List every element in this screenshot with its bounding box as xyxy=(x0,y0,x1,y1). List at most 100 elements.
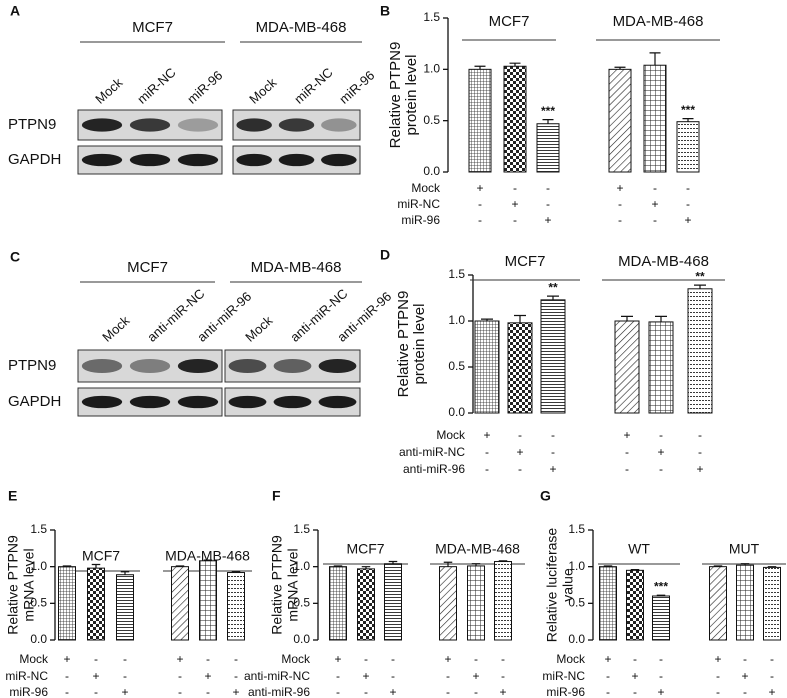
blot-band xyxy=(129,358,171,374)
error-bar xyxy=(333,565,343,567)
panel-letter: D xyxy=(380,247,390,263)
condition-label: miR-96 xyxy=(9,685,48,698)
panel-letter: A xyxy=(10,3,20,19)
condition-mark: + xyxy=(651,197,658,211)
group-label: WT xyxy=(628,541,650,557)
group-label: MCF7 xyxy=(127,259,168,276)
condition-label: Mock xyxy=(556,652,586,666)
error-bar xyxy=(547,295,559,300)
condition-mark: - xyxy=(686,181,690,195)
error-bar xyxy=(481,318,493,321)
condition-mark: - xyxy=(546,181,550,195)
error-bar xyxy=(767,566,777,568)
condition-mark: - xyxy=(94,685,98,698)
error-bar xyxy=(509,62,521,67)
bar xyxy=(507,322,533,414)
bar xyxy=(599,566,617,641)
condition-mark: - xyxy=(698,445,702,459)
group-label: MDA-MB-468 xyxy=(165,548,250,564)
lane-label: Mock xyxy=(99,313,132,345)
condition-label: miR-NC xyxy=(542,669,585,683)
condition-mark: - xyxy=(551,428,555,442)
blot-band xyxy=(81,118,123,132)
bar xyxy=(652,595,670,641)
condition-mark: - xyxy=(653,181,657,195)
significance: ** xyxy=(548,280,558,294)
condition-mark: + xyxy=(604,652,611,666)
blot-band xyxy=(81,395,123,409)
condition-mark: - xyxy=(485,462,489,476)
condition-label: Mock xyxy=(281,652,311,666)
condition-mark: - xyxy=(659,428,663,442)
group-label: MDA-MB-468 xyxy=(251,259,342,276)
lane-label: Mock xyxy=(92,75,125,107)
condition-mark: - xyxy=(336,685,340,698)
bar xyxy=(763,566,781,641)
condition-label: anti-miR-96 xyxy=(248,685,310,698)
bar xyxy=(474,320,500,414)
condition-mark: - xyxy=(633,685,637,698)
condition-mark: - xyxy=(686,197,690,211)
condition-mark: - xyxy=(234,669,238,683)
error-bar xyxy=(603,565,613,567)
y-tick-label: 1.5 xyxy=(423,10,440,24)
bar xyxy=(467,565,485,641)
y-tick-label: 0.5 xyxy=(293,596,310,610)
condition-mark: - xyxy=(123,652,127,666)
row-label: PTPN9 xyxy=(8,357,56,374)
condition-mark: - xyxy=(518,428,522,442)
condition-mark: - xyxy=(618,197,622,211)
error-bar xyxy=(630,569,640,571)
condition-mark: - xyxy=(698,428,702,442)
condition-label: miR-96 xyxy=(546,685,585,698)
blot-band xyxy=(129,118,171,132)
y-axis-label: protein level xyxy=(411,304,428,385)
blot-band xyxy=(177,358,219,374)
condition-label: Mock xyxy=(19,652,49,666)
condition-mark: - xyxy=(336,669,340,683)
blot-band xyxy=(236,118,272,132)
condition-mark: + xyxy=(499,685,506,698)
bar xyxy=(116,574,134,641)
error-bar xyxy=(514,314,526,323)
bar xyxy=(676,121,700,173)
condition-mark: + xyxy=(623,428,630,442)
condition-label: miR-96 xyxy=(401,213,440,227)
condition-mark: - xyxy=(546,197,550,211)
condition-mark: - xyxy=(501,652,505,666)
blot-band xyxy=(318,395,357,409)
blot-band xyxy=(228,358,267,374)
y-axis-label: value xyxy=(560,568,576,602)
condition-mark: - xyxy=(770,669,774,683)
significance: *** xyxy=(654,579,668,593)
y-tick-label: 0.5 xyxy=(423,113,440,127)
condition-mark: - xyxy=(743,652,747,666)
y-tick-label: 0.0 xyxy=(448,405,465,419)
condition-mark: + xyxy=(657,685,664,698)
panel-letter: G xyxy=(540,488,551,504)
error-bar xyxy=(62,565,72,567)
y-tick-label: 0.5 xyxy=(448,359,465,373)
bar xyxy=(58,566,76,641)
error-bar xyxy=(361,566,371,569)
condition-mark: - xyxy=(206,652,210,666)
bar xyxy=(439,566,457,641)
condition-mark: + xyxy=(549,462,556,476)
error-bar xyxy=(203,559,213,561)
condition-mark: + xyxy=(444,652,451,666)
condition-label: miR-NC xyxy=(397,197,440,211)
bar xyxy=(614,320,640,414)
y-tick-label: 1.0 xyxy=(293,559,310,573)
error-bar xyxy=(655,315,667,322)
condition-mark: + xyxy=(511,197,518,211)
condition-mark: - xyxy=(551,445,555,459)
significance: *** xyxy=(681,103,695,117)
panel-letter: B xyxy=(380,3,390,19)
error-bar xyxy=(120,571,130,575)
blot-band xyxy=(318,358,357,374)
bar xyxy=(648,321,674,414)
condition-mark: - xyxy=(391,652,395,666)
lane-label: miR-NC xyxy=(134,65,178,107)
bar xyxy=(608,68,632,173)
blot-band xyxy=(278,153,315,167)
